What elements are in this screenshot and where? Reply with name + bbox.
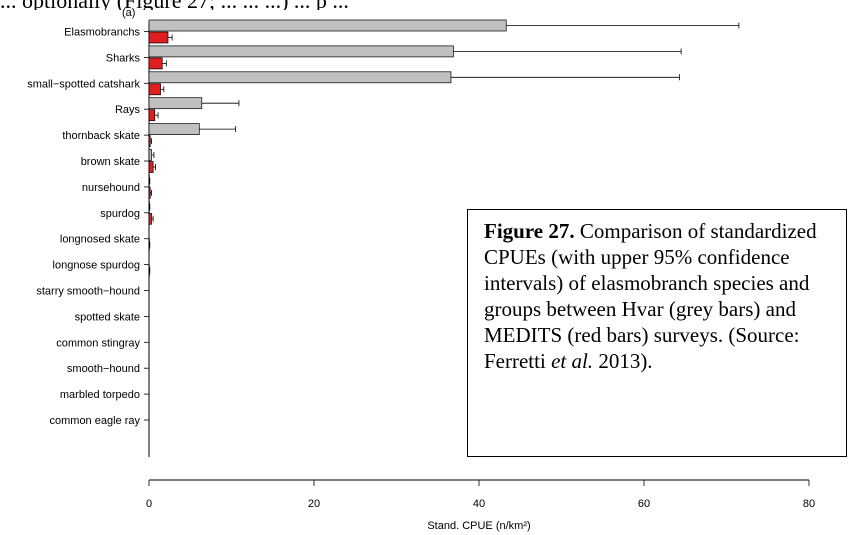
- category-label: brown skate: [81, 156, 140, 168]
- category-label: Elasmobranchs: [64, 27, 140, 39]
- x-tick-label: 40: [473, 498, 485, 510]
- medits-bar: [148, 187, 151, 199]
- bars-layer: [148, 19, 740, 432]
- x-tick-label: 80: [803, 498, 815, 510]
- y-tick-labels: Elasmobranchs Sharks small−spotted catshar…: [27, 27, 149, 427]
- hvar-bar: [148, 123, 200, 135]
- x-tick-label: 60: [638, 498, 650, 510]
- category-label: spurdog: [100, 208, 140, 220]
- medits-bar: [148, 212, 152, 225]
- hvar-bar: [148, 97, 203, 110]
- panel-label: (a): [122, 7, 135, 19]
- x-ticks: 0 20 40 60 80: [146, 480, 815, 510]
- category-label: common eagle ray: [50, 415, 141, 427]
- caption-label: Figure 27.: [484, 219, 575, 243]
- x-tick-label: 0: [146, 498, 152, 510]
- caption-text: Comparison of standardized CPUEs (with u…: [484, 219, 817, 373]
- page-top-text-fragment: ... optionally (Figure 27; ... ... ...) …: [0, 0, 851, 10]
- hvar-bar: [148, 71, 452, 84]
- category-label: marbled torpedo: [60, 389, 140, 401]
- category-label: small−spotted catshark: [27, 78, 140, 90]
- category-label: thornback skate: [62, 130, 140, 142]
- caption-text-end: 2013).: [593, 349, 653, 373]
- category-label: smooth−hound: [67, 363, 140, 375]
- x-axis-title: Stand. CPUE (n/km²): [427, 520, 530, 532]
- medits-bar: [148, 83, 161, 96]
- hvar-bar: [148, 19, 507, 32]
- medits-bar: [148, 161, 154, 173]
- category-label: longnosed skate: [60, 234, 140, 246]
- medits-bar: [148, 57, 163, 70]
- category-label: Sharks: [106, 52, 141, 64]
- medits-bar: [148, 135, 151, 147]
- figure-caption: Figure 27. Comparison of standardized CP…: [467, 209, 847, 457]
- x-tick-label: 20: [308, 498, 320, 510]
- caption-italic: et al.: [551, 349, 594, 373]
- category-label: spotted skate: [75, 311, 140, 323]
- hvar-bar: [148, 149, 152, 161]
- category-label: Rays: [115, 104, 141, 116]
- category-label: starry smooth−hound: [36, 286, 140, 298]
- category-label: common stingray: [56, 337, 140, 349]
- category-label: nursehound: [82, 182, 140, 194]
- medits-bar: [148, 109, 156, 122]
- category-label: longnose spurdog: [53, 260, 140, 272]
- hvar-bar: [148, 45, 454, 58]
- medits-bar: [148, 31, 169, 44]
